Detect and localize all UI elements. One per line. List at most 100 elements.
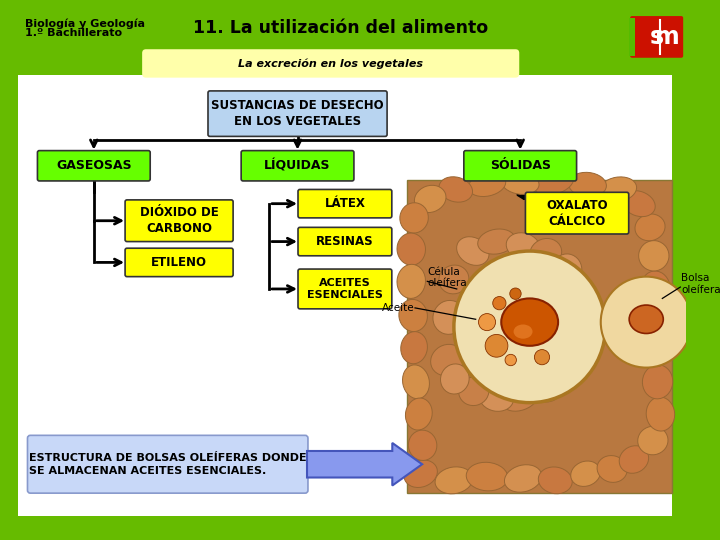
Circle shape	[510, 288, 521, 299]
Text: RESINAS: RESINAS	[316, 235, 374, 248]
Text: Aceite: Aceite	[382, 303, 414, 313]
FancyBboxPatch shape	[125, 248, 233, 276]
Bar	[16, 75, 674, 516]
Ellipse shape	[402, 365, 429, 399]
Circle shape	[600, 276, 692, 368]
Ellipse shape	[501, 299, 558, 346]
Ellipse shape	[533, 169, 574, 195]
Ellipse shape	[399, 299, 428, 332]
Ellipse shape	[400, 202, 428, 233]
Ellipse shape	[571, 461, 600, 487]
Ellipse shape	[555, 315, 584, 348]
FancyBboxPatch shape	[298, 227, 392, 256]
Ellipse shape	[642, 334, 670, 367]
Ellipse shape	[502, 384, 539, 411]
Ellipse shape	[439, 265, 469, 294]
Ellipse shape	[638, 426, 668, 455]
Ellipse shape	[480, 384, 513, 411]
Bar	[672, 75, 683, 516]
Ellipse shape	[405, 398, 432, 430]
Ellipse shape	[619, 446, 649, 473]
Text: LÁTEX: LÁTEX	[325, 197, 365, 210]
Ellipse shape	[629, 305, 663, 334]
Circle shape	[505, 354, 516, 366]
Text: ESTRUCTURA DE BOLSAS OLEÍFERAS DONDE
SE ALMACENAN ACEITES ESENCIALES.: ESTRUCTURA DE BOLSAS OLEÍFERAS DONDE SE …	[29, 453, 307, 476]
Text: DIÓXIDO DE
CARBONO: DIÓXIDO DE CARBONO	[140, 206, 218, 235]
FancyBboxPatch shape	[125, 200, 233, 241]
FancyBboxPatch shape	[37, 151, 150, 181]
Ellipse shape	[435, 467, 473, 494]
FancyBboxPatch shape	[208, 91, 387, 137]
Bar	[6, 14, 683, 59]
FancyBboxPatch shape	[27, 435, 308, 493]
Text: 11. La utilización del alimento: 11. La utilización del alimento	[193, 19, 487, 37]
Ellipse shape	[647, 397, 675, 431]
Text: m: m	[654, 25, 680, 49]
Text: ACEITES
ESENCIALES: ACEITES ESENCIALES	[307, 278, 383, 300]
Circle shape	[534, 349, 549, 364]
FancyBboxPatch shape	[298, 269, 392, 309]
Ellipse shape	[408, 430, 437, 461]
Ellipse shape	[642, 364, 672, 399]
Text: LÍQUIDAS: LÍQUIDAS	[264, 159, 330, 172]
Ellipse shape	[397, 265, 426, 299]
Text: OXALATO
CÁLCICO: OXALATO CÁLCICO	[546, 199, 608, 228]
Ellipse shape	[397, 233, 426, 265]
Ellipse shape	[456, 237, 489, 265]
FancyBboxPatch shape	[142, 49, 519, 78]
Text: 1.º Bachillerato: 1.º Bachillerato	[24, 28, 122, 38]
Ellipse shape	[415, 185, 446, 213]
Ellipse shape	[431, 345, 464, 376]
Polygon shape	[307, 443, 422, 485]
Bar	[629, 18, 635, 56]
Ellipse shape	[642, 271, 670, 303]
Circle shape	[454, 251, 606, 403]
Text: GASEOSAS: GASEOSAS	[56, 159, 132, 172]
Text: s: s	[649, 25, 664, 49]
Ellipse shape	[467, 462, 508, 491]
Bar	[407, 180, 672, 492]
Text: SÓLIDAS: SÓLIDAS	[490, 159, 551, 172]
FancyBboxPatch shape	[241, 151, 354, 181]
Ellipse shape	[468, 173, 505, 197]
Text: La excreción en los vegetales: La excreción en los vegetales	[238, 58, 423, 69]
Ellipse shape	[539, 467, 572, 494]
Ellipse shape	[401, 332, 428, 364]
Ellipse shape	[597, 456, 627, 482]
Text: ETILENO: ETILENO	[151, 256, 207, 269]
Bar	[6, 75, 18, 516]
FancyBboxPatch shape	[298, 190, 392, 218]
FancyBboxPatch shape	[630, 16, 683, 58]
Ellipse shape	[527, 375, 561, 402]
Ellipse shape	[501, 171, 539, 194]
FancyBboxPatch shape	[3, 13, 687, 527]
Ellipse shape	[569, 172, 606, 197]
Circle shape	[485, 334, 508, 357]
Ellipse shape	[558, 281, 587, 315]
Circle shape	[492, 296, 506, 310]
FancyBboxPatch shape	[464, 151, 577, 181]
Ellipse shape	[433, 300, 465, 334]
Text: Bolsa
oleífera: Bolsa oleífera	[681, 273, 720, 295]
Text: SUSTANCIAS DE DESECHO
EN LOS VEGETALES: SUSTANCIAS DE DESECHO EN LOS VEGETALES	[211, 99, 384, 128]
Circle shape	[479, 314, 495, 330]
Text: Célula
oleífera: Célula oleífera	[428, 267, 467, 288]
Ellipse shape	[639, 241, 669, 271]
Ellipse shape	[530, 239, 562, 267]
Ellipse shape	[505, 465, 541, 492]
Ellipse shape	[439, 177, 472, 202]
FancyBboxPatch shape	[526, 192, 629, 234]
Ellipse shape	[642, 303, 672, 335]
Ellipse shape	[478, 229, 516, 254]
Text: Biología y Geología: Biología y Geología	[24, 18, 145, 29]
Ellipse shape	[622, 191, 655, 217]
Ellipse shape	[459, 377, 489, 406]
Ellipse shape	[635, 214, 665, 241]
Ellipse shape	[506, 233, 540, 260]
Ellipse shape	[599, 177, 636, 202]
Ellipse shape	[404, 460, 437, 488]
Ellipse shape	[441, 364, 469, 394]
Ellipse shape	[552, 254, 582, 286]
Ellipse shape	[548, 349, 578, 380]
Ellipse shape	[513, 325, 533, 339]
